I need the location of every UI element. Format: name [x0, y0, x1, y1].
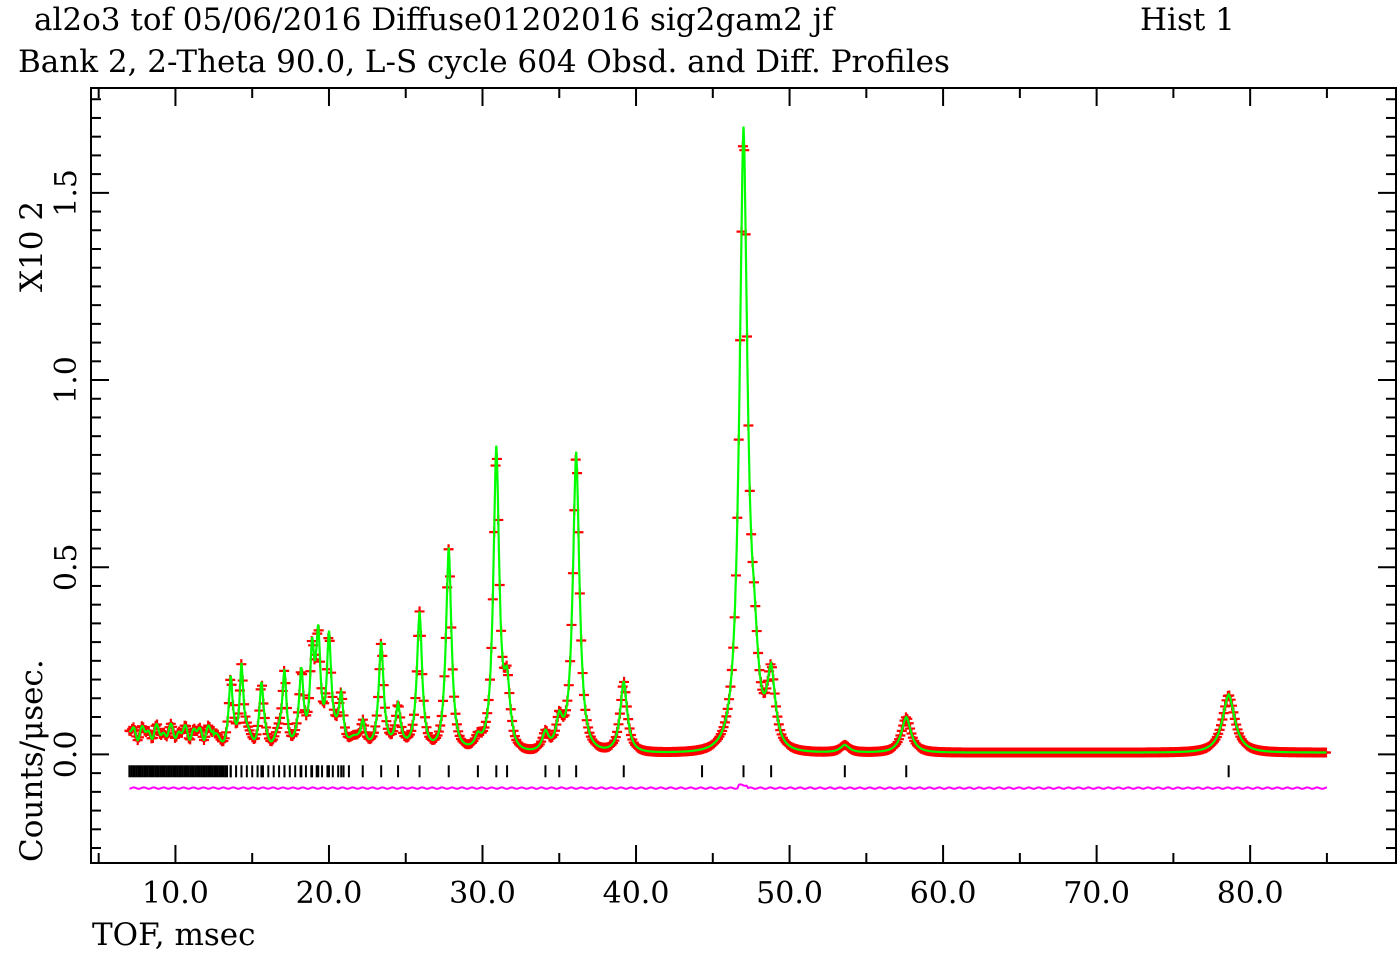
x-tick-label: 80.0: [1217, 876, 1284, 911]
x-tick-label: 70.0: [1063, 876, 1130, 911]
y-tick-label: 1.0: [49, 356, 84, 404]
x-tick-label: 50.0: [756, 876, 823, 911]
x-tick-label: 60.0: [910, 876, 977, 911]
x-axis-label: TOF, msec: [92, 917, 256, 953]
header-line1: al2o3 tof 05/06/2016 Diffuse01202016 sig…: [34, 2, 836, 38]
header-line2: Bank 2, 2-Theta 90.0, L-S cycle 604 Obsd…: [18, 44, 950, 80]
x-tick-label: 20.0: [296, 876, 363, 911]
x-tick-label: 30.0: [449, 876, 516, 911]
hist-label: Hist 1: [1140, 2, 1235, 38]
calculated-curve: [128, 126, 1327, 754]
difference-curve: [129, 783, 1328, 790]
reflection-ticks: [128, 765, 1230, 778]
y-tick-label: 0.5: [49, 543, 84, 591]
y-tick-label: 1.5: [49, 169, 84, 217]
plot-frame: [90, 87, 1397, 864]
y-axis-label: Counts/μsec.: [14, 659, 50, 862]
y-scale-label: X10 2: [14, 201, 50, 292]
observed-points: [124, 141, 1331, 758]
y-axis-ticks: 0.0 0.5 1.0 1.5: [49, 98, 1396, 850]
x-tick-label: 40.0: [603, 876, 670, 911]
x-axis-ticks: 10.0 20.0 30.0 40.0 50.0 60.0 70.0 80.0: [97, 88, 1328, 911]
y-tick-label: 0.0: [49, 731, 84, 779]
x-tick-label: 10.0: [142, 876, 209, 911]
